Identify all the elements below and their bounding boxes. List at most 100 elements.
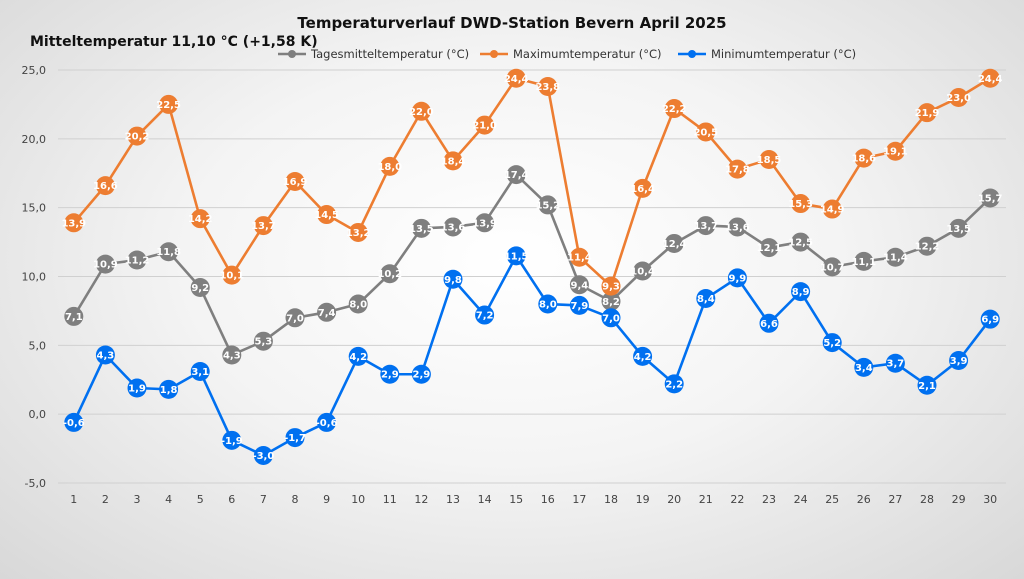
data-label: 7,9 bbox=[571, 301, 589, 312]
data-point bbox=[475, 213, 495, 233]
series-lines: 7,110,9 11,211,89,24,35,37,07,48,010,213,… bbox=[61, 68, 1003, 465]
x-tick-label: 9 bbox=[323, 493, 330, 506]
data-point bbox=[980, 68, 1000, 88]
series-1: 13,9 16,6 20,2 22,5 14,2 10,1 13,7 16,9 14,5 13,2… bbox=[61, 68, 1003, 296]
data-label: 4,3 bbox=[223, 350, 241, 361]
data-label: 13,7 bbox=[251, 221, 276, 232]
data-point bbox=[696, 122, 716, 142]
data-label: 14,2 bbox=[188, 214, 213, 225]
data-label: 7,4 bbox=[318, 308, 336, 319]
data-label: 7,0 bbox=[602, 313, 620, 324]
data-point bbox=[601, 276, 621, 296]
data-point bbox=[253, 216, 273, 236]
x-axis: 1 2 3 4 5 6 7 8 9 10 11 12 13 14 15 16 17 18 19 20 21 22 23 24 2… bbox=[70, 493, 997, 506]
data-label: 13,2 bbox=[346, 228, 371, 239]
chart-subtitle: Mitteltemperatur 11,10 °C (+1,58 K) bbox=[30, 34, 318, 50]
data-point bbox=[285, 428, 305, 448]
data-point bbox=[222, 345, 242, 365]
data-label: 23,8 bbox=[535, 82, 560, 93]
data-point bbox=[664, 374, 684, 394]
data-label: 15,2 bbox=[535, 200, 560, 211]
data-label: 22,5 bbox=[156, 100, 181, 111]
y-tick-label: -5,0 bbox=[25, 477, 46, 490]
data-point bbox=[569, 275, 589, 295]
data-point bbox=[285, 172, 305, 192]
data-label: 23,0 bbox=[946, 93, 971, 104]
data-point bbox=[380, 264, 400, 284]
data-point bbox=[159, 94, 179, 114]
x-tick-label: 16 bbox=[541, 493, 555, 506]
data-label: 6,6 bbox=[760, 319, 778, 330]
data-point bbox=[538, 77, 558, 97]
series-2: -0,6 4,3 1,9 1,8 3,1 -1,9 -3,0 -1,7 -0,6 4,2 2,9 2,… bbox=[63, 246, 1000, 465]
data-point bbox=[854, 148, 874, 168]
legend-label: Tagesmitteltemperatur (°C) bbox=[310, 47, 469, 61]
data-label: -0,6 bbox=[63, 418, 85, 429]
x-tick-label: 25 bbox=[825, 493, 839, 506]
data-point bbox=[759, 238, 779, 258]
data-label: 8,9 bbox=[792, 287, 810, 298]
data-point bbox=[348, 294, 368, 314]
x-tick-label: 21 bbox=[699, 493, 713, 506]
x-tick-label: 13 bbox=[446, 493, 460, 506]
data-point bbox=[538, 195, 558, 215]
data-label: 12,5 bbox=[788, 238, 813, 249]
data-label: 13,5 bbox=[946, 224, 971, 235]
x-tick-label: 14 bbox=[478, 493, 492, 506]
data-label: 22,0 bbox=[409, 107, 434, 118]
data-label: 16,9 bbox=[283, 177, 308, 188]
x-tick-label: 5 bbox=[197, 493, 204, 506]
data-label: 11,4 bbox=[567, 253, 592, 264]
x-tick-label: 30 bbox=[983, 493, 997, 506]
data-point bbox=[949, 350, 969, 370]
x-tick-label: 7 bbox=[260, 493, 267, 506]
data-point bbox=[569, 247, 589, 267]
data-label: 13,6 bbox=[725, 222, 750, 233]
data-label: 2,2 bbox=[665, 379, 683, 390]
data-label: 12,2 bbox=[915, 242, 940, 253]
data-label: 13,9 bbox=[472, 218, 497, 229]
x-tick-label: 20 bbox=[667, 493, 681, 506]
data-label: 3,9 bbox=[950, 356, 968, 367]
x-tick-label: 17 bbox=[572, 493, 586, 506]
data-point bbox=[949, 88, 969, 108]
y-tick-label: 5,0 bbox=[29, 339, 47, 352]
data-label: 17,4 bbox=[504, 170, 529, 181]
data-label: 10,4 bbox=[630, 266, 655, 277]
data-label: 7,1 bbox=[65, 312, 83, 323]
data-label: 5,2 bbox=[823, 338, 841, 349]
data-label: 10,7 bbox=[820, 262, 845, 273]
data-point bbox=[443, 217, 463, 237]
data-point bbox=[506, 165, 526, 185]
data-point bbox=[506, 246, 526, 266]
data-point bbox=[190, 361, 210, 381]
data-point bbox=[664, 233, 684, 253]
x-tick-label: 2 bbox=[102, 493, 109, 506]
legend-marker bbox=[490, 50, 498, 58]
data-point bbox=[601, 308, 621, 328]
data-point bbox=[411, 101, 431, 121]
data-point bbox=[285, 308, 305, 328]
data-point bbox=[601, 291, 621, 311]
x-tick-label: 10 bbox=[351, 493, 365, 506]
data-point bbox=[348, 346, 368, 366]
data-label: 11,4 bbox=[883, 253, 908, 264]
data-point bbox=[633, 346, 653, 366]
data-label: 11,5 bbox=[504, 251, 529, 262]
data-label: 9,2 bbox=[191, 283, 209, 294]
data-point bbox=[696, 216, 716, 236]
data-point bbox=[127, 250, 147, 270]
data-label: 15,7 bbox=[978, 194, 1003, 205]
data-label: 7,2 bbox=[476, 311, 494, 322]
data-point bbox=[190, 209, 210, 229]
data-label: 9,3 bbox=[602, 282, 620, 293]
data-label: 3,1 bbox=[191, 367, 209, 378]
y-tick-label: 15,0 bbox=[22, 202, 47, 215]
data-label: 4,2 bbox=[349, 352, 367, 363]
data-point bbox=[822, 257, 842, 277]
data-point bbox=[633, 178, 653, 198]
data-point bbox=[822, 199, 842, 219]
x-tick-label: 22 bbox=[730, 493, 744, 506]
data-label: 11,1 bbox=[851, 257, 876, 268]
